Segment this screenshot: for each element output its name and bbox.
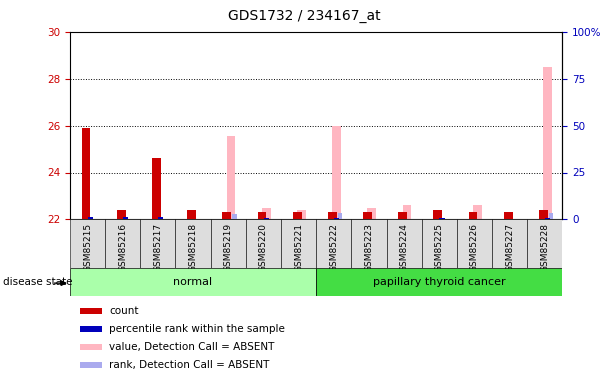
Bar [158, 217, 164, 219]
Text: GSM85218: GSM85218 [188, 223, 198, 272]
Bar [70, 268, 316, 296]
Bar [363, 212, 372, 219]
Bar [223, 212, 231, 219]
Bar [80, 308, 102, 314]
Bar [473, 205, 482, 219]
Bar [492, 219, 527, 268]
Text: GSM85216: GSM85216 [118, 223, 127, 272]
Text: GSM85223: GSM85223 [364, 223, 373, 272]
Text: GSM85215: GSM85215 [83, 223, 92, 272]
Text: GSM85226: GSM85226 [470, 223, 479, 272]
Bar [105, 219, 140, 268]
Bar [264, 218, 269, 219]
Text: count: count [109, 306, 139, 316]
Bar [334, 217, 339, 219]
Bar [457, 219, 492, 268]
Bar [328, 212, 337, 219]
Text: GSM85224: GSM85224 [399, 223, 409, 272]
Text: GSM85228: GSM85228 [541, 223, 549, 272]
Bar [152, 158, 161, 219]
Bar [434, 210, 442, 219]
Bar [367, 208, 376, 219]
Bar [316, 268, 562, 296]
Bar [88, 217, 93, 219]
Bar [297, 210, 306, 219]
Bar [117, 210, 126, 219]
Bar [549, 213, 553, 219]
Bar [293, 212, 302, 219]
Bar [402, 205, 412, 219]
Bar [123, 217, 128, 219]
Text: GDS1732 / 234167_at: GDS1732 / 234167_at [227, 9, 381, 23]
Bar [80, 326, 102, 332]
Text: disease state: disease state [3, 278, 72, 287]
Text: rank, Detection Call = ABSENT: rank, Detection Call = ABSENT [109, 360, 270, 370]
Bar [232, 214, 237, 219]
Bar [140, 219, 176, 268]
Bar [387, 219, 422, 268]
Text: GSM85220: GSM85220 [259, 223, 268, 272]
Text: value, Detection Call = ABSENT: value, Detection Call = ABSENT [109, 342, 275, 352]
Bar [246, 219, 281, 268]
Bar [281, 219, 316, 268]
Bar [258, 212, 266, 219]
Bar [440, 218, 444, 219]
Bar [262, 208, 271, 219]
Bar [227, 136, 235, 219]
Bar [543, 67, 552, 219]
Bar [338, 213, 342, 219]
Bar [469, 212, 477, 219]
Text: percentile rank within the sample: percentile rank within the sample [109, 324, 285, 334]
Bar [187, 210, 196, 219]
Bar [210, 219, 246, 268]
Bar [539, 210, 548, 219]
Bar [351, 219, 387, 268]
Text: GSM85227: GSM85227 [505, 223, 514, 272]
Bar [80, 344, 102, 350]
Bar [545, 217, 550, 219]
Bar [398, 212, 407, 219]
Text: GSM85222: GSM85222 [330, 223, 338, 272]
Text: GSM85221: GSM85221 [294, 223, 303, 272]
Bar [332, 126, 341, 219]
Bar [504, 212, 513, 219]
Text: GSM85219: GSM85219 [224, 223, 233, 272]
Bar [527, 219, 562, 268]
Text: GSM85217: GSM85217 [153, 223, 162, 272]
Bar [316, 219, 351, 268]
Text: GSM85225: GSM85225 [435, 223, 444, 272]
Bar [176, 219, 210, 268]
Text: normal: normal [173, 277, 213, 287]
Bar [80, 362, 102, 368]
Bar [422, 219, 457, 268]
Bar [81, 128, 91, 219]
Text: papillary thyroid cancer: papillary thyroid cancer [373, 277, 506, 287]
Bar [70, 219, 105, 268]
